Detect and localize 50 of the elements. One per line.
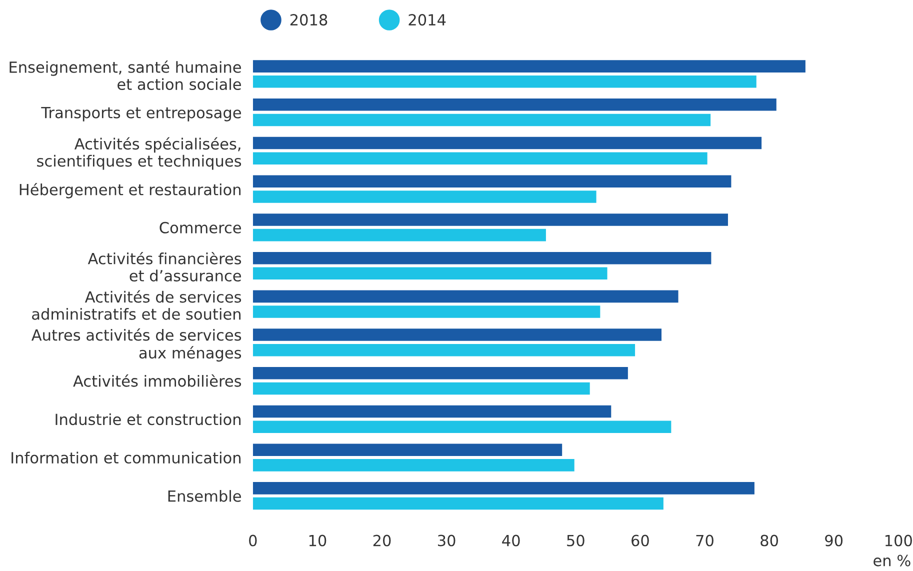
bar <box>252 76 756 88</box>
bar <box>252 306 600 318</box>
bar <box>252 290 678 303</box>
bar <box>252 344 636 356</box>
bar <box>252 60 806 72</box>
text: en % <box>874 554 910 566</box>
bar <box>252 152 708 165</box>
y-tick-label: Activités spécialisées, scientifiques et techniques <box>37 137 242 170</box>
x-tick-label: 100 <box>885 534 912 546</box>
x-tick-label: 0 <box>249 534 257 546</box>
x-tick-label: 90 <box>825 534 843 546</box>
x-tick-label: 40 <box>502 534 520 546</box>
bar <box>252 267 608 280</box>
bar <box>252 328 662 341</box>
x-tick-label: 10 <box>309 534 326 546</box>
legend-label: 2014 <box>408 14 446 26</box>
bar <box>252 190 596 203</box>
bar <box>252 214 728 226</box>
y-tick-label: Transports et entreposage <box>41 107 241 122</box>
y-tick-label: Activités financières et d’assurance <box>88 252 242 282</box>
x-tick-label: 20 <box>373 534 391 546</box>
bar <box>252 482 754 494</box>
y-tick-label: Industrie et construction <box>56 413 240 426</box>
x-tick-label: 70 <box>696 534 714 546</box>
y-tick-label: Commerce <box>160 222 241 234</box>
bar <box>252 382 590 395</box>
x-tick-label: 80 <box>760 534 778 546</box>
y-tick-label: Enseignement, santé humaine et action sociale <box>10 60 241 90</box>
y-tick-label: Autres activités de services aux ménages <box>32 328 242 362</box>
legend-label: 2018 <box>290 14 328 26</box>
bar <box>252 459 574 472</box>
bar <box>252 444 562 456</box>
bar <box>252 136 762 150</box>
y-tick-label: Ensemble <box>168 490 241 502</box>
x-tick-label: 30 <box>438 534 456 546</box>
bar <box>252 114 711 126</box>
bar <box>252 228 546 242</box>
y-tick-label: Information et communication <box>12 452 240 464</box>
y-tick-label: Hébergement et restauration <box>20 182 240 198</box>
bar <box>252 497 664 510</box>
bar <box>252 420 672 433</box>
x-tick-label: 60 <box>632 534 649 546</box>
y-tick-label: Activités immobilières <box>73 374 242 387</box>
bar <box>252 367 628 380</box>
bar <box>252 252 712 264</box>
bar <box>252 405 612 418</box>
bar <box>252 98 776 111</box>
y-tick-label: Activités de services administratifs et de soutien <box>32 290 242 320</box>
bar <box>252 175 732 188</box>
x-tick-label: 50 <box>567 534 584 546</box>
